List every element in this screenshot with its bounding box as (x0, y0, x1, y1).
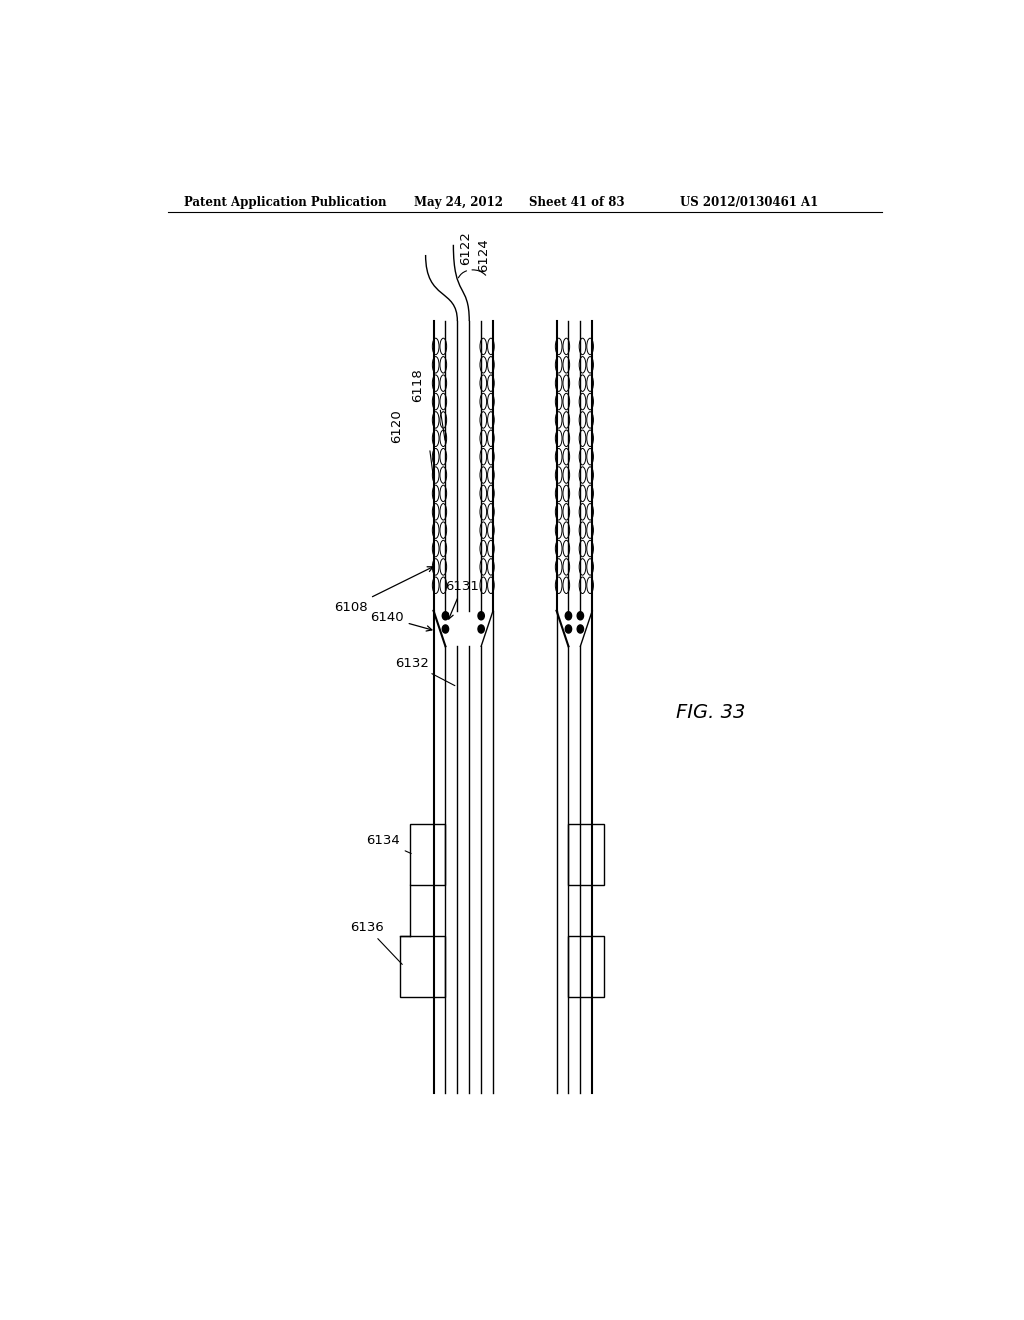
Circle shape (442, 624, 449, 634)
Text: US 2012/0130461 A1: US 2012/0130461 A1 (680, 195, 818, 209)
Text: 6108: 6108 (334, 566, 433, 614)
Text: 6140: 6140 (370, 611, 432, 631)
Circle shape (478, 624, 484, 634)
Circle shape (578, 624, 584, 634)
Text: 6134: 6134 (367, 834, 412, 854)
Text: Sheet 41 of 83: Sheet 41 of 83 (528, 195, 625, 209)
Text: 6122: 6122 (459, 231, 472, 265)
Text: 6132: 6132 (394, 656, 455, 685)
Circle shape (578, 611, 584, 620)
Text: Patent Application Publication: Patent Application Publication (183, 195, 386, 209)
Text: 6124: 6124 (477, 239, 490, 272)
Text: 6136: 6136 (350, 921, 402, 965)
Text: May 24, 2012: May 24, 2012 (414, 195, 503, 209)
Text: 6120: 6120 (390, 409, 402, 444)
Circle shape (565, 611, 571, 620)
Circle shape (565, 624, 571, 634)
Circle shape (478, 611, 484, 620)
Text: 6118: 6118 (412, 368, 424, 403)
Circle shape (442, 611, 449, 620)
Text: FIG. 33: FIG. 33 (676, 702, 744, 722)
Text: 6131: 6131 (445, 581, 479, 619)
